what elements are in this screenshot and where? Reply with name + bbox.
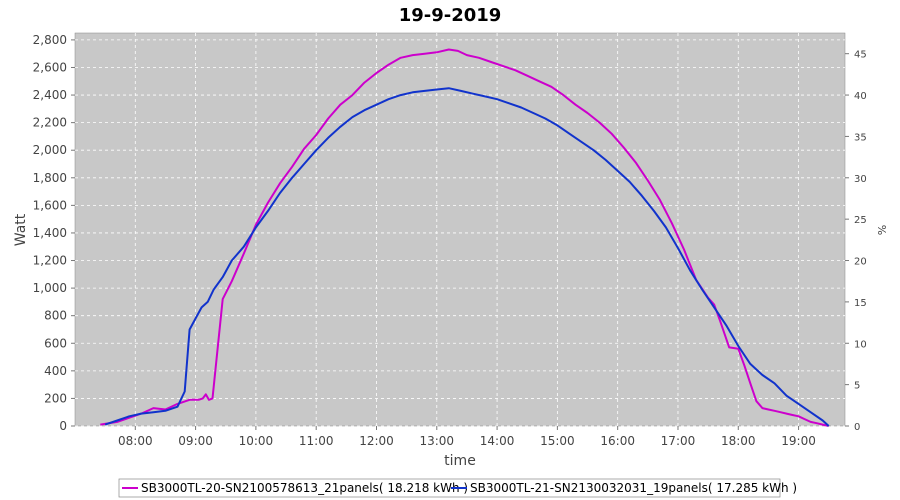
legend-label-1: SB3000TL-20-SN2100578613_21panels( 18.21… bbox=[141, 481, 468, 495]
series bbox=[100, 48, 830, 427]
y2-tick-label: 10 bbox=[854, 339, 867, 350]
x-tick-label: 18:00 bbox=[721, 434, 756, 448]
y-tick-label: 2,000 bbox=[33, 143, 67, 157]
x-tick-label: 10:00 bbox=[239, 434, 274, 448]
y2-tick-label: 40 bbox=[854, 91, 867, 102]
y-tick-label: 1,000 bbox=[33, 281, 67, 295]
x-tick-label: 08:00 bbox=[118, 434, 153, 448]
y-tick-label: 1,800 bbox=[33, 171, 67, 185]
y2-tick-label: 0 bbox=[854, 422, 860, 433]
y2-tick-label: 45 bbox=[854, 50, 867, 61]
grid bbox=[75, 33, 845, 427]
y-axis-label: Watt bbox=[13, 213, 29, 246]
x-tick-label: 16:00 bbox=[600, 434, 635, 448]
x-tick-label: 09:00 bbox=[178, 434, 213, 448]
x-tick-label: 15:00 bbox=[540, 434, 575, 448]
legend-box bbox=[118, 478, 781, 498]
y-tick-label: 2,200 bbox=[33, 116, 67, 130]
series-line-1 bbox=[100, 48, 829, 427]
series-line-2 bbox=[104, 87, 830, 427]
axes: 08:00 09:00 10:00 11:00 12:00 13:00 14:00 15:00… bbox=[33, 33, 867, 448]
x-tick-label: 17:00 bbox=[661, 434, 696, 448]
y-tick-label: 600 bbox=[44, 336, 67, 350]
y-tick-label: 1,400 bbox=[33, 226, 67, 240]
y-tick-label: 1,600 bbox=[33, 198, 67, 212]
y2-axis-label: % bbox=[875, 225, 888, 235]
x-tick-label: 14:00 bbox=[480, 434, 515, 448]
legend: SB3000TL-20-SN2100578613_21panels( 18.21… bbox=[118, 478, 797, 498]
y-tick-label: 200 bbox=[44, 391, 67, 405]
y-tick-label: 2,800 bbox=[33, 33, 67, 47]
x-tick-label: 11:00 bbox=[299, 434, 334, 448]
x-tick-label: 12:00 bbox=[359, 434, 394, 448]
y2-tick-label: 25 bbox=[854, 215, 867, 226]
y2-tick-label: 15 bbox=[854, 298, 867, 309]
plot-area bbox=[74, 32, 846, 427]
chart-title: 19-9-2019 bbox=[399, 5, 502, 26]
x-tick-label: 13:00 bbox=[419, 434, 454, 448]
y2-tick-label: 5 bbox=[854, 381, 860, 392]
y2-tick-label: 20 bbox=[854, 257, 867, 268]
y2-tick-label: 30 bbox=[854, 174, 867, 185]
x-axis-label: time bbox=[444, 453, 476, 469]
y-tick-label: 1,200 bbox=[33, 254, 67, 268]
y-tick-label: 2,600 bbox=[33, 60, 67, 74]
x-tick-label: 19:00 bbox=[781, 434, 816, 448]
y-tick-label: 0 bbox=[59, 419, 67, 433]
y2-tick-label: 35 bbox=[854, 132, 867, 143]
legend-label-2: SB3000TL-21-SN2130032031_19panels( 17.28… bbox=[470, 481, 797, 495]
y-tick-label: 2,400 bbox=[33, 88, 67, 102]
y-tick-label: 400 bbox=[44, 364, 67, 378]
y-tick-label: 800 bbox=[44, 309, 67, 323]
